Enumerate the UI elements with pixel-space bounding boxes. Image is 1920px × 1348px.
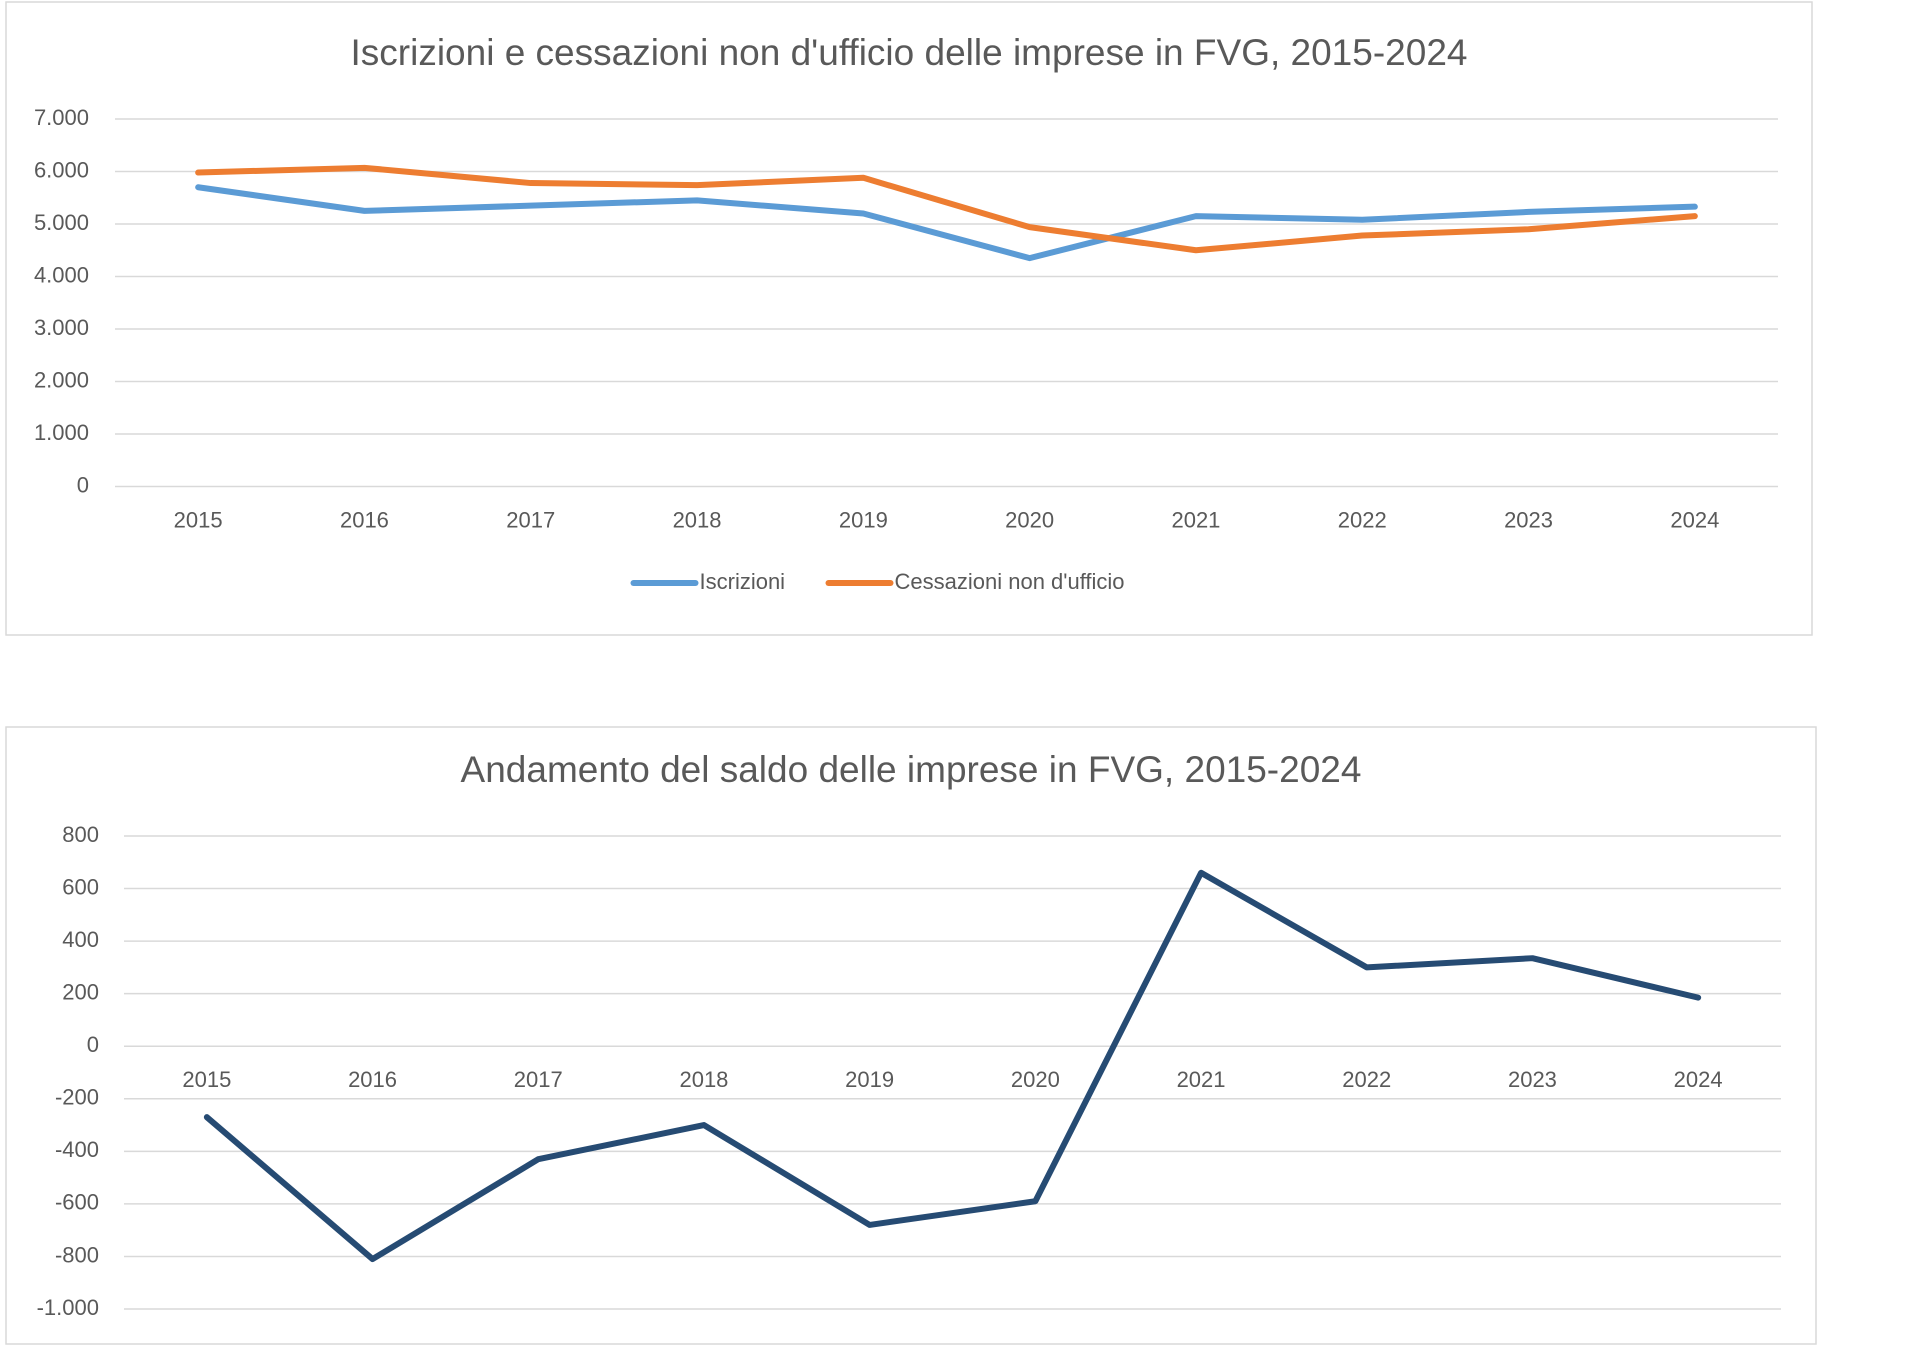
x-tick-label: 2015 bbox=[174, 507, 223, 532]
x-tick-label: 2017 bbox=[514, 1067, 563, 1092]
y-tick-label: 1.000 bbox=[34, 420, 89, 445]
x-tick-label: 2020 bbox=[1005, 507, 1054, 532]
x-tick-label: 2016 bbox=[348, 1067, 397, 1092]
chart-title: Andamento del saldo delle imprese in FVG… bbox=[461, 749, 1362, 790]
y-tick-label: 3.000 bbox=[34, 315, 89, 340]
y-tick-label: 400 bbox=[62, 927, 99, 952]
y-tick-label: 600 bbox=[62, 874, 99, 899]
series-line bbox=[195, 184, 1698, 262]
x-tick-label: 2024 bbox=[1674, 1067, 1723, 1092]
x-tick-label: 2016 bbox=[340, 507, 389, 532]
x-tick-label: 2023 bbox=[1508, 1067, 1557, 1092]
chart-title: Iscrizioni e cessazioni non d'ufficio de… bbox=[351, 32, 1468, 73]
y-tick-label: 0 bbox=[77, 472, 89, 497]
x-tick-label: 2018 bbox=[673, 507, 722, 532]
x-tick-label: 2023 bbox=[1504, 507, 1553, 532]
x-tick-label: 2019 bbox=[839, 507, 888, 532]
x-tick-label: 2017 bbox=[506, 507, 555, 532]
chart-frame bbox=[5, 726, 1817, 1345]
y-tick-label: 200 bbox=[62, 979, 99, 1004]
y-tick-label: 2.000 bbox=[34, 367, 89, 392]
x-tick-label: 2019 bbox=[845, 1067, 894, 1092]
y-tick-label: 4.000 bbox=[34, 262, 89, 287]
y-tick-label: 800 bbox=[62, 822, 99, 847]
x-tick-label: 2020 bbox=[1011, 1067, 1060, 1092]
y-tick-label: -800 bbox=[55, 1242, 99, 1267]
x-tick-label: 2015 bbox=[182, 1067, 231, 1092]
y-tick-label: 0 bbox=[87, 1032, 99, 1057]
y-tick-label: 5.000 bbox=[34, 210, 89, 235]
y-tick-label: -200 bbox=[55, 1085, 99, 1110]
chart-frame bbox=[5, 1, 1813, 636]
y-tick-label: -400 bbox=[55, 1137, 99, 1162]
y-tick-label: 6.000 bbox=[34, 157, 89, 182]
x-tick-label: 2022 bbox=[1342, 1067, 1391, 1092]
y-tick-label: -600 bbox=[55, 1190, 99, 1215]
x-tick-label: 2018 bbox=[679, 1067, 728, 1092]
legend-label: Iscrizioni bbox=[700, 569, 786, 594]
series-line bbox=[203, 869, 1702, 1263]
x-tick-label: 2022 bbox=[1338, 507, 1387, 532]
legend-label: Cessazioni non d'ufficio bbox=[895, 569, 1125, 594]
x-tick-label: 2021 bbox=[1177, 1067, 1226, 1092]
y-tick-label: 7.000 bbox=[34, 105, 89, 130]
series-line bbox=[195, 164, 1698, 254]
x-tick-label: 2024 bbox=[1670, 507, 1719, 532]
y-tick-label: -1.000 bbox=[37, 1295, 99, 1320]
x-tick-label: 2021 bbox=[1171, 507, 1220, 532]
